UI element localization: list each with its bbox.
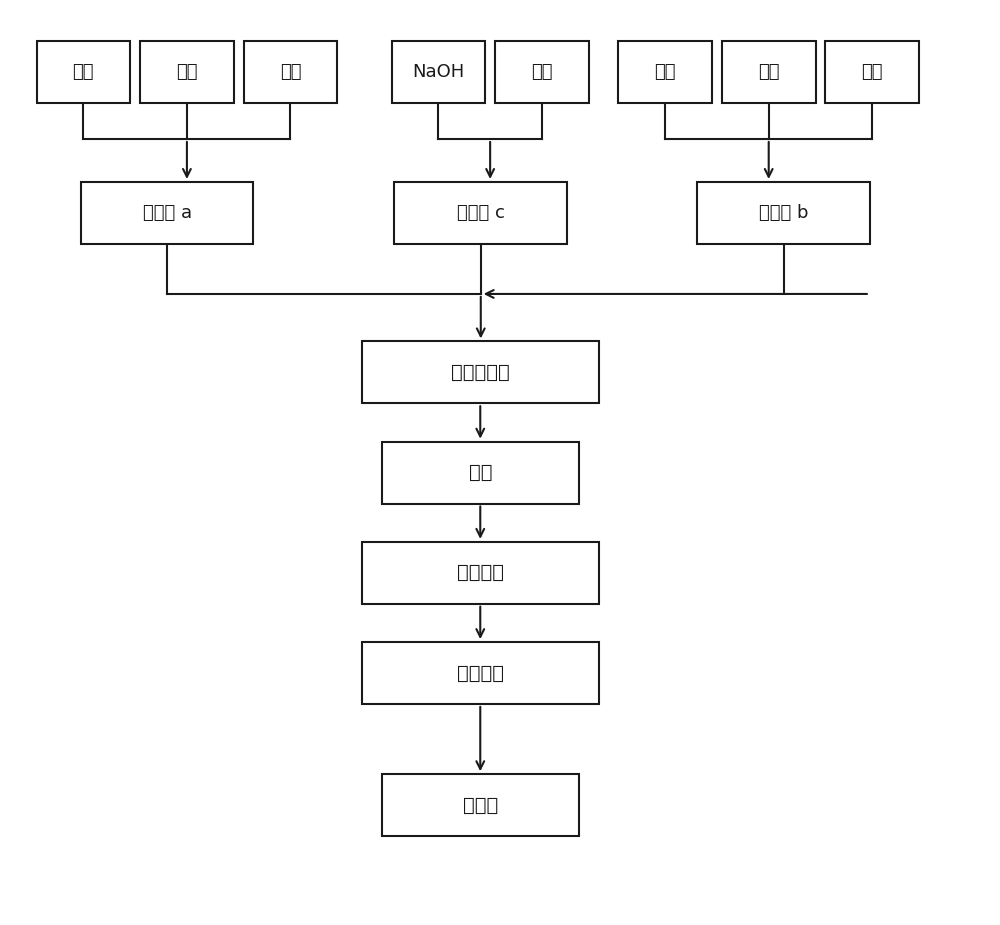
Text: 混合液 c: 混合液 c [457, 204, 505, 222]
FancyBboxPatch shape [362, 341, 599, 403]
Text: 陈化: 陈化 [469, 463, 492, 482]
FancyBboxPatch shape [382, 774, 579, 836]
Text: 前驱体: 前驱体 [463, 796, 498, 815]
Text: 钔源: 钔源 [758, 63, 779, 80]
FancyBboxPatch shape [244, 41, 337, 103]
Text: 共沉淠反应: 共沉淠反应 [451, 363, 510, 382]
FancyBboxPatch shape [362, 642, 599, 704]
FancyBboxPatch shape [394, 182, 567, 244]
FancyBboxPatch shape [37, 41, 130, 103]
Text: 锨源: 锨源 [862, 63, 883, 80]
Text: 混合液 a: 混合液 a [143, 204, 192, 222]
Text: 抗滤洗涂: 抗滤洗涂 [457, 563, 504, 582]
Text: 镍源: 镍源 [73, 63, 94, 80]
Text: 锨源: 锨源 [280, 63, 301, 80]
FancyBboxPatch shape [618, 41, 712, 103]
FancyBboxPatch shape [382, 441, 579, 503]
Text: 混合液 b: 混合液 b [759, 204, 808, 222]
FancyBboxPatch shape [697, 182, 870, 244]
Text: 镍源: 镍源 [654, 63, 676, 80]
FancyBboxPatch shape [81, 182, 253, 244]
FancyBboxPatch shape [140, 41, 234, 103]
FancyBboxPatch shape [722, 41, 816, 103]
Text: NaOH: NaOH [412, 63, 464, 80]
FancyBboxPatch shape [495, 41, 589, 103]
Text: 氨水: 氨水 [531, 63, 553, 80]
Text: 干燥研磨: 干燥研磨 [457, 663, 504, 683]
FancyBboxPatch shape [825, 41, 919, 103]
Text: 钔源: 钔源 [176, 63, 198, 80]
FancyBboxPatch shape [362, 542, 599, 604]
FancyBboxPatch shape [392, 41, 485, 103]
